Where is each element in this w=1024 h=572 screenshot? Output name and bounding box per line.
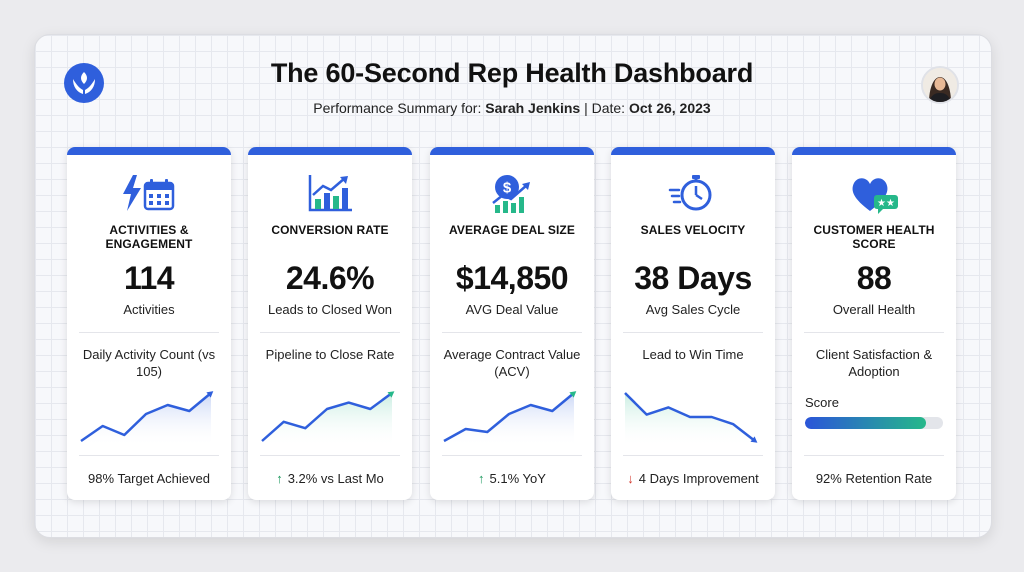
sparkline-arrow-icon (206, 391, 214, 398)
bar-chart-trend-icon (308, 175, 352, 212)
svg-text:$: $ (503, 180, 512, 197)
card-accent-bar (67, 147, 231, 155)
card-footer: 92% Retention Rate (792, 471, 956, 486)
divider (79, 332, 219, 333)
stopwatch-icon (668, 175, 712, 211)
trend-sparkline (443, 391, 577, 447)
card-accent-bar (430, 147, 594, 155)
footer-text: 4 Days Improvement (638, 471, 759, 486)
sparkline-line (443, 392, 575, 443)
sparkline-arrow-icon (750, 436, 758, 443)
card-sales-velocity[interactable]: SALES VELOCITY 38 Days Avg Sales Cycle L… (611, 147, 775, 500)
subtitle-prefix: Performance Summary for: (313, 100, 482, 116)
divider (260, 455, 400, 456)
divider (79, 455, 219, 456)
report-date: Oct 26, 2023 (628, 100, 711, 116)
card-title: CONVERSION RATE (271, 223, 389, 237)
card-footer: ↓ 4 Days Improvement (611, 471, 775, 486)
card-footer: ↑ 3.2% vs Last Mo (248, 471, 412, 486)
card-customer-health-score[interactable]: ★★ CUSTOMER HEALTH SCORE 88 Overall Heal… (792, 147, 956, 500)
metric-label: Avg Sales Cycle (645, 302, 741, 317)
metric-description: Average Contract Value (ACV) (443, 347, 581, 379)
trend-sparkline (261, 391, 395, 447)
divider (623, 332, 763, 333)
metric-description: Daily Activity Count (vs 105) (82, 347, 216, 379)
date-prefix: | Date: (584, 100, 626, 116)
card-footer: ↑ 5.1% YoY (430, 471, 594, 486)
footer-text: 92% Retention Rate (815, 471, 933, 486)
sparkline-arrow-icon (387, 391, 395, 398)
metric-label: Leads to Closed Won (267, 302, 393, 317)
trend-up-icon: ↑ (478, 471, 485, 486)
footer-text: 5.1% YoY (489, 471, 546, 486)
sparkline-area (81, 393, 211, 447)
divider (442, 332, 582, 333)
card-title: ACTIVITIES & ENGAGEMENT (105, 223, 193, 251)
sparkline-area (625, 393, 755, 447)
card-title: SALES VELOCITY (640, 223, 746, 237)
rep-name: Sarah Jenkins (485, 100, 581, 116)
footer-text: 3.2% vs Last Mo (287, 471, 384, 486)
metric-label: Activities (123, 302, 175, 317)
trend-sparkline (624, 392, 758, 447)
card-accent-bar (611, 147, 775, 155)
card-title: CUSTOMER HEALTH SCORE (813, 223, 935, 251)
trend-sparkline (80, 391, 214, 447)
heart-rating-icon: ★★ (852, 178, 898, 214)
svg-text:★★: ★★ (877, 198, 895, 209)
sparkline-line (261, 391, 393, 442)
card-accent-bar (792, 147, 956, 155)
score-progress-bar (805, 417, 943, 429)
sparkline-arrow-icon (569, 391, 577, 398)
divider (442, 455, 582, 456)
company-logo (64, 63, 104, 103)
metric-value: 24.6% (285, 260, 375, 296)
card-footer: 98% Target Achieved (67, 471, 231, 486)
score-progress-fill (805, 417, 927, 429)
page-title: The 60-Second Rep Health Dashboard (270, 58, 754, 88)
sparkline-area (444, 393, 574, 447)
metric-value: 88 (856, 260, 892, 296)
card-activities[interactable]: ACTIVITIES & ENGAGEMENT 114 Activities D… (67, 147, 231, 500)
card-accent-bar (248, 147, 412, 155)
trend-down-icon: ↓ (627, 471, 634, 486)
metric-description: Client Satisfaction & Adoption (815, 347, 933, 379)
divider (804, 455, 944, 456)
lightning-calendar-icon (123, 175, 175, 211)
trend-up-icon: ↑ (276, 471, 283, 486)
metric-value: 114 (123, 260, 175, 296)
user-avatar-icon (923, 68, 957, 102)
metric-value: 38 Days (634, 260, 752, 296)
divider (623, 455, 763, 456)
score-label: Score (805, 395, 839, 410)
dollar-chart-icon: $ (492, 175, 530, 213)
divider (260, 332, 400, 333)
page-subtitle: Performance Summary for: Sarah Jenkins |… (0, 100, 1024, 116)
card-title: AVERAGE DEAL SIZE (449, 223, 575, 237)
metric-label: Overall Health (832, 302, 916, 317)
sparkline-line (80, 392, 212, 443)
card-average-deal-size[interactable]: $ AVERAGE DEAL SIZE $14,850 AVG Deal Val… (430, 147, 594, 500)
avatar[interactable] (921, 66, 959, 104)
sparkline-line (624, 392, 756, 442)
footer-text: 98% Target Achieved (88, 471, 210, 486)
sparkline-area (262, 393, 392, 447)
metric-description: Lead to Win Time (642, 347, 744, 362)
divider (804, 332, 944, 333)
metric-value: $14,850 (455, 260, 569, 296)
card-conversion-rate[interactable]: CONVERSION RATE 24.6% Leads to Closed Wo… (248, 147, 412, 500)
metric-description: Pipeline to Close Rate (265, 347, 395, 362)
metric-label: AVG Deal Value (465, 302, 559, 317)
